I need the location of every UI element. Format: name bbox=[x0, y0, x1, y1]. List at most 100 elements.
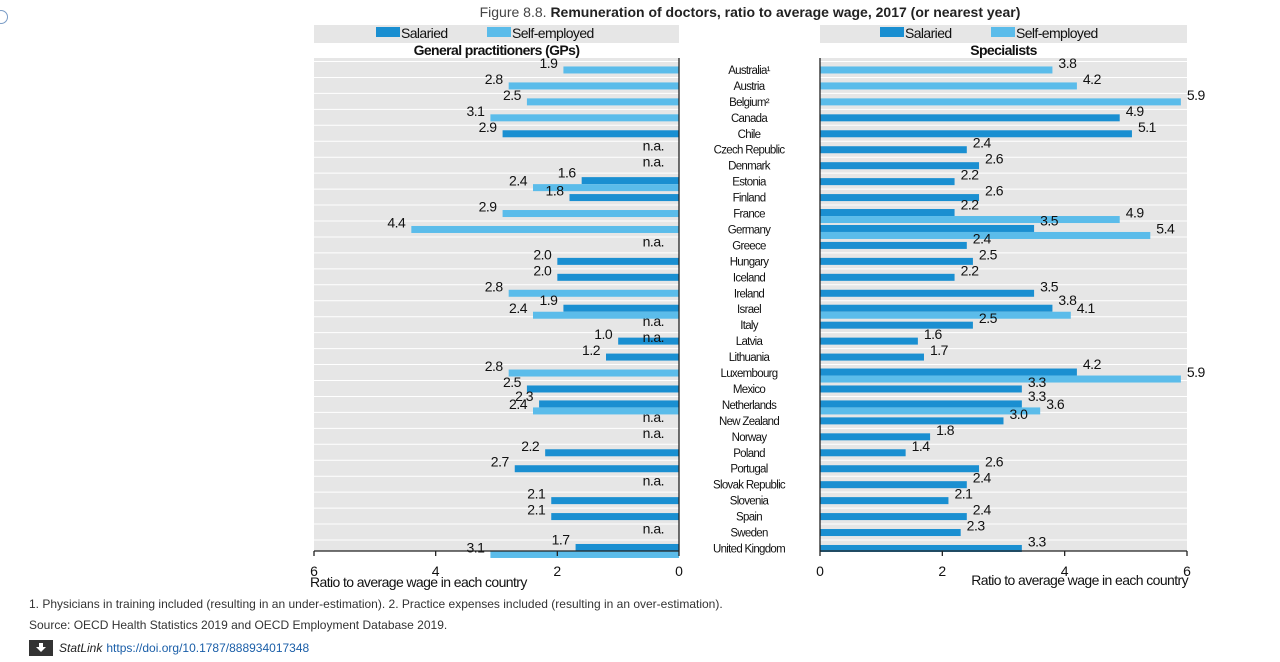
country-label: Norway bbox=[732, 432, 768, 444]
gp-bar-salaried bbox=[526, 385, 679, 393]
gp-bar-salaried bbox=[563, 304, 679, 312]
specialist-data-label: 5.9 bbox=[1187, 87, 1206, 103]
gp-bar-self-employed bbox=[490, 550, 679, 558]
gp-data-label: 2.0 bbox=[533, 246, 552, 262]
gp-data-label: 2.7 bbox=[491, 454, 510, 470]
statlink-url[interactable]: https://doi.org/10.1787/888934017348 bbox=[106, 641, 310, 655]
gp-bar-self-employed bbox=[502, 210, 679, 218]
specialist-data-label: 4.9 bbox=[1126, 205, 1145, 221]
download-icon[interactable] bbox=[29, 640, 53, 656]
specialist-bar-salaried bbox=[820, 321, 973, 329]
specialist-bar-self-employed bbox=[820, 375, 1181, 383]
gp-bar-self-employed bbox=[526, 98, 679, 106]
specialist-bar-salaried bbox=[820, 529, 961, 537]
specialist-bar-salaried bbox=[820, 544, 1022, 552]
gp-bar-salaried bbox=[514, 465, 679, 473]
country-label: Iceland bbox=[733, 272, 765, 284]
gp-legend-label-salaried: Salaried bbox=[401, 25, 448, 41]
gp-legend-swatch-self-employed bbox=[487, 27, 511, 37]
gp-data-label: 4.4 bbox=[387, 214, 406, 230]
specialist-bar-salaried bbox=[820, 241, 967, 249]
specialist-bar-salaried bbox=[820, 209, 955, 217]
specialist-bar-salaried bbox=[820, 194, 980, 202]
specialist-data-label: 3.8 bbox=[1058, 55, 1077, 71]
gp-data-label: 2.1 bbox=[527, 502, 546, 518]
specialist-x-tick-label: 0 bbox=[816, 563, 824, 579]
country-label: Finland bbox=[733, 193, 766, 205]
country-label: Portugal bbox=[730, 464, 767, 476]
country-label: Mexico bbox=[733, 384, 766, 396]
specialist-bar-salaried bbox=[820, 178, 955, 186]
gp-bar-self-employed bbox=[411, 225, 679, 233]
gp-data-label: 3.1 bbox=[466, 103, 485, 119]
specialist-bar-self-employed bbox=[820, 407, 1041, 415]
gp-data-label: 2.5 bbox=[503, 374, 522, 390]
specialist-legend-label-self-employed: Self-employed bbox=[1016, 25, 1098, 41]
specialist-data-label: 2.4 bbox=[973, 470, 992, 486]
gp-x-tick-label: 0 bbox=[675, 563, 683, 579]
gp-na-label: n.a. bbox=[643, 473, 664, 489]
gp-data-label: 2.4 bbox=[509, 173, 528, 189]
gp-bar-salaried bbox=[581, 177, 679, 185]
specialist-x-tick-label: 6 bbox=[1183, 563, 1191, 579]
gp-bar-salaried bbox=[545, 449, 679, 457]
gp-data-label: 1.9 bbox=[539, 292, 558, 308]
specialist-data-label: 1.6 bbox=[924, 326, 943, 342]
gp-data-label: 2.4 bbox=[509, 396, 528, 412]
country-label: Australia¹ bbox=[728, 65, 770, 77]
gp-bar-salaried bbox=[502, 130, 679, 138]
gp-x-tick-label: 4 bbox=[432, 563, 440, 579]
gp-data-label: 2.8 bbox=[485, 358, 504, 374]
gp-bar-self-employed bbox=[533, 407, 679, 415]
specialist-bar-self-employed bbox=[820, 311, 1071, 319]
gp-bar-salaried bbox=[557, 257, 679, 265]
gp-data-label: 1.7 bbox=[552, 531, 571, 547]
specialist-bar-salaried bbox=[820, 146, 967, 154]
country-label: Canada bbox=[731, 113, 768, 125]
specialist-bar-salaried bbox=[820, 162, 980, 170]
specialist-data-label: 3.5 bbox=[1040, 212, 1059, 228]
specialist-data-label: 2.5 bbox=[979, 246, 998, 262]
country-label: Czech Republic bbox=[714, 145, 786, 157]
statlink-label: StatLink bbox=[59, 641, 103, 655]
country-label: Greece bbox=[732, 240, 766, 252]
country-label: New Zealand bbox=[719, 416, 779, 428]
specialist-data-label: 4.9 bbox=[1126, 103, 1145, 119]
specialist-data-label: 5.1 bbox=[1138, 119, 1157, 135]
specialist-data-label: 2.6 bbox=[985, 151, 1004, 167]
gp-data-label: 1.8 bbox=[546, 183, 565, 199]
gp-bar-salaried bbox=[606, 353, 679, 361]
statlink[interactable]: StatLink https://doi.org/10.1787/8889340… bbox=[29, 640, 309, 656]
country-label: Belgium² bbox=[729, 97, 770, 109]
gp-bar-salaried bbox=[539, 400, 679, 408]
specialist-bar-salaried bbox=[820, 465, 980, 473]
specialist-bar-salaried bbox=[820, 130, 1132, 138]
specialist-data-label: 2.4 bbox=[973, 230, 992, 246]
specialist-legend-swatch-self-employed bbox=[991, 27, 1015, 37]
specialist-bar-salaried bbox=[820, 273, 955, 281]
country-label: Estonia bbox=[732, 177, 767, 189]
gp-na-label: n.a. bbox=[643, 233, 664, 249]
source-note: Source: OECD Health Statistics 2019 and … bbox=[29, 618, 448, 632]
gp-data-label: 1.2 bbox=[582, 342, 601, 358]
specialist-bar-self-employed bbox=[820, 98, 1181, 106]
gp-na-label: n.a. bbox=[643, 329, 664, 345]
specialist-data-label: 3.6 bbox=[1046, 396, 1065, 412]
specialist-data-label: 2.3 bbox=[967, 518, 986, 534]
specialist-data-label: 4.2 bbox=[1083, 71, 1102, 87]
gp-bar-salaried bbox=[557, 273, 679, 281]
specialist-bar-self-employed bbox=[820, 231, 1151, 239]
gp-bar-self-employed bbox=[508, 82, 679, 90]
specialist-bar-salaried bbox=[820, 417, 1004, 425]
specialist-bar-salaried bbox=[820, 368, 1077, 376]
specialist-bar-self-employed bbox=[820, 216, 1120, 224]
country-label: Sweden bbox=[730, 528, 768, 540]
specialist-data-label: 2.6 bbox=[985, 183, 1004, 199]
gp-na-label: n.a. bbox=[643, 138, 664, 154]
specialist-data-label: 2.4 bbox=[973, 502, 992, 518]
footnote: 1. Physicians in training included (resu… bbox=[29, 597, 723, 611]
gp-x-axis-title: Ratio to average wage in each country bbox=[310, 574, 527, 590]
gp-bar-self-employed bbox=[533, 184, 679, 192]
country-label: France bbox=[733, 209, 765, 221]
specialist-data-label: 2.6 bbox=[985, 454, 1004, 470]
